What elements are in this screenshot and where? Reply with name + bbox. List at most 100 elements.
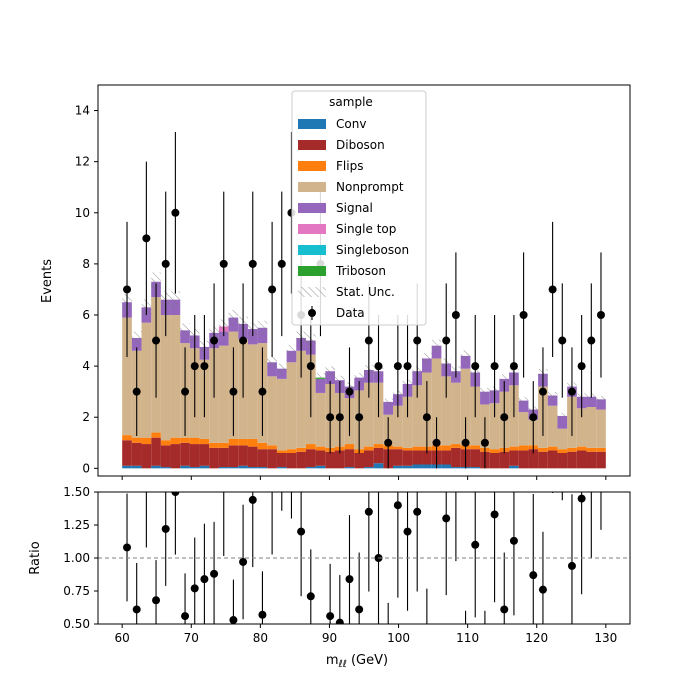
bar-flips xyxy=(393,446,403,450)
bar-nonprompt xyxy=(596,409,606,448)
data-point xyxy=(142,234,151,243)
legend-swatch xyxy=(298,245,326,255)
bar-diboson xyxy=(489,453,500,469)
bar-diboson xyxy=(470,449,481,468)
bar-flips xyxy=(305,444,316,450)
bar-diboson xyxy=(528,449,539,469)
legend-entry-label: Stat. Unc. xyxy=(336,285,395,299)
data-point xyxy=(326,413,335,422)
bar-conv xyxy=(131,465,142,469)
ratio-point xyxy=(239,557,248,566)
bar-diboson xyxy=(151,437,161,466)
y-tick-label-bottom: 1.00 xyxy=(63,551,90,565)
ratio-point xyxy=(442,514,451,523)
data-point xyxy=(577,362,586,371)
ratio-point xyxy=(335,618,344,624)
data-point xyxy=(548,285,557,294)
bar-conv xyxy=(257,467,268,469)
bar-flips xyxy=(576,446,587,451)
bar-conv xyxy=(422,464,432,469)
data-point xyxy=(200,362,209,371)
ratio-point xyxy=(403,527,412,536)
bar-signal xyxy=(431,345,442,359)
ratio-point xyxy=(152,596,161,605)
data-point xyxy=(558,336,567,345)
ratio-point xyxy=(500,605,509,614)
stat-unc-bin xyxy=(354,373,364,383)
stat-unc-bin xyxy=(257,320,268,335)
bar-nonprompt xyxy=(576,408,587,447)
bar-flips xyxy=(451,444,461,448)
main-plot-frame xyxy=(97,84,631,477)
ratio-point xyxy=(393,501,402,510)
data-point xyxy=(239,336,248,345)
bar-nonprompt xyxy=(247,344,258,439)
bar-flips xyxy=(489,449,500,453)
legend-entry-label: Diboson xyxy=(336,138,385,152)
data-point xyxy=(567,387,576,396)
legend-entry-label: Nonprompt xyxy=(336,180,404,194)
bar-flips xyxy=(296,447,306,452)
bar-signal xyxy=(276,368,287,379)
data-point xyxy=(519,311,528,319)
data-point xyxy=(181,387,190,396)
y-tick-label-top: 6 xyxy=(82,308,90,322)
stat-unc-bin xyxy=(151,272,161,292)
bar-nonprompt xyxy=(431,358,442,446)
data-point xyxy=(190,362,199,371)
data-point xyxy=(596,311,605,319)
bar-flips xyxy=(247,438,258,447)
bar-signal xyxy=(218,331,229,346)
bar-diboson xyxy=(334,450,345,469)
legend-swatch xyxy=(298,140,326,150)
ratio-point xyxy=(190,584,199,593)
data-point xyxy=(345,387,354,396)
bar-flips xyxy=(470,445,481,450)
y-tick-label-top: 12 xyxy=(75,155,90,169)
stat-unc-bin xyxy=(557,412,568,420)
ratio-point xyxy=(538,585,547,594)
y-tick-label-bottom: 1.25 xyxy=(63,518,90,532)
bar-flips xyxy=(509,446,519,451)
bar-flips xyxy=(122,435,132,441)
data-point xyxy=(374,362,383,371)
data-point xyxy=(268,285,277,294)
data-point xyxy=(171,208,180,217)
bar-conv xyxy=(344,467,355,469)
bar-conv xyxy=(247,467,258,469)
bar-diboson xyxy=(373,447,384,464)
y-tick-label-top: 0 xyxy=(82,461,90,475)
stat-unc-bin xyxy=(276,363,287,374)
legend-entry-label: Conv xyxy=(336,117,366,131)
data-point xyxy=(277,259,286,268)
data-point xyxy=(422,413,431,422)
stat-unc-bin xyxy=(315,373,326,383)
x-tick-label: 90 xyxy=(322,631,337,645)
legend: sample Conv Diboson Flips Nonprompt Signal Sin… xyxy=(291,90,427,326)
legend-swatch xyxy=(298,119,326,129)
bar-diboson xyxy=(451,447,461,468)
bar-diboson xyxy=(325,451,335,469)
ratio-point xyxy=(258,610,267,619)
bar-nonprompt xyxy=(170,315,181,438)
bar-diboson xyxy=(412,450,423,465)
bar-diboson xyxy=(199,444,210,466)
bar-signal xyxy=(383,401,394,415)
legend-entry-label: Single top xyxy=(336,222,396,236)
data-point xyxy=(413,336,422,345)
data-point xyxy=(403,362,412,371)
ratio-point xyxy=(161,524,170,533)
bar-nonprompt xyxy=(402,396,413,448)
bar-diboson xyxy=(238,445,248,466)
ratio-point xyxy=(171,492,180,496)
ratio-point xyxy=(567,561,576,570)
data-point xyxy=(432,438,441,447)
bar-diboson xyxy=(354,453,364,469)
bar-conv xyxy=(151,465,161,469)
data-point xyxy=(500,413,509,422)
y-tick-label-top: 10 xyxy=(75,206,90,220)
bar-diboson xyxy=(596,451,606,469)
bar-flips xyxy=(209,442,219,448)
ratio-point xyxy=(413,507,422,516)
